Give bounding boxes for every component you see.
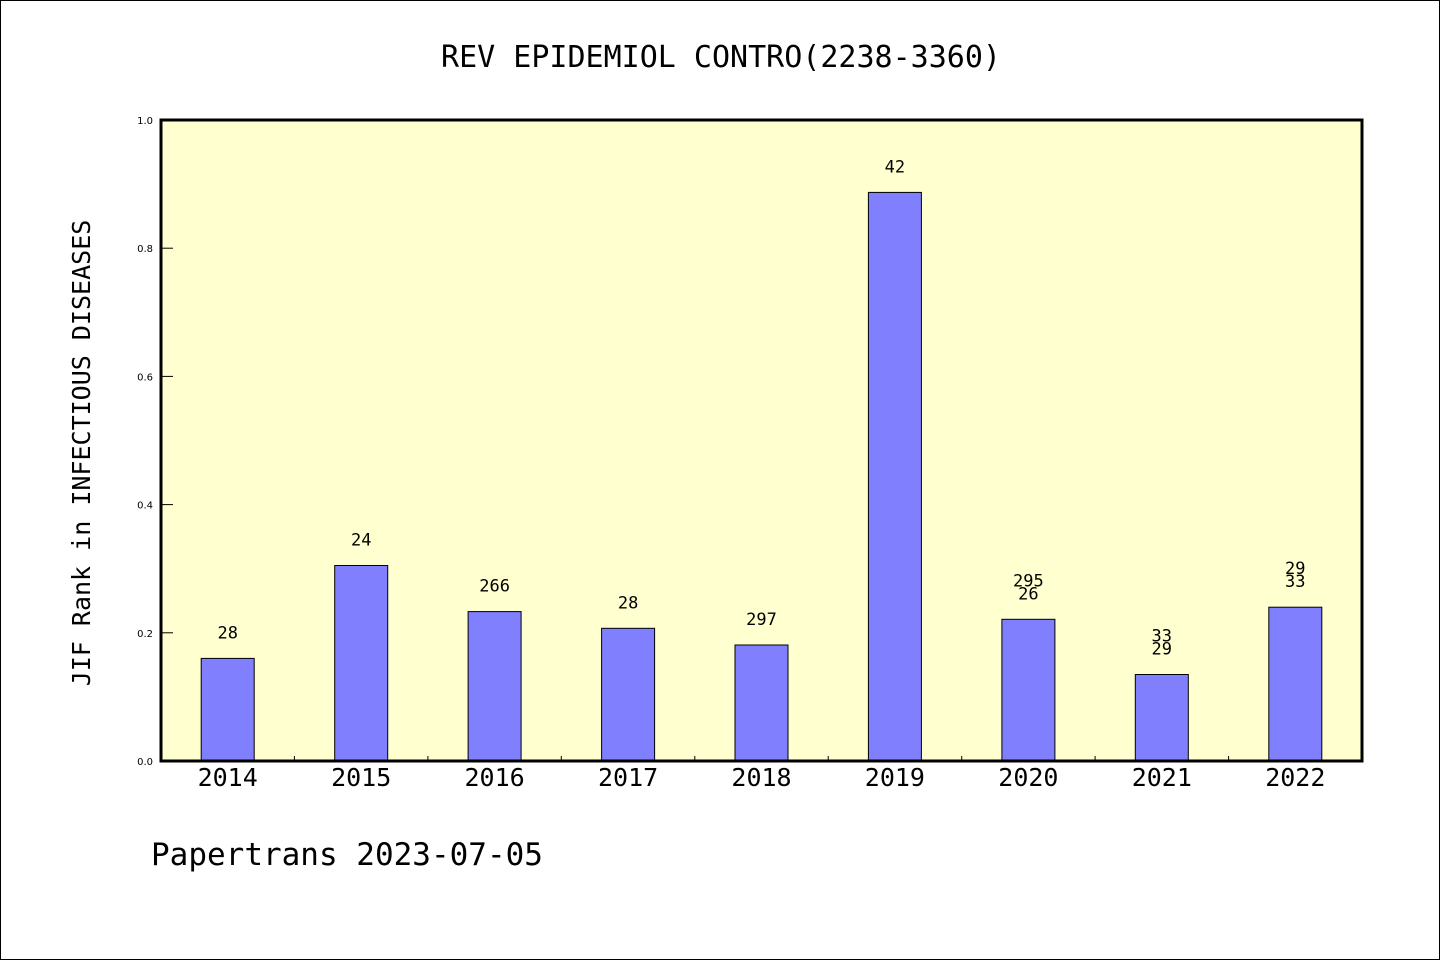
- x-tick-label-2015: 2015: [331, 763, 391, 792]
- bar-2020: [1001, 618, 1056, 762]
- x-tick-label-2017: 2017: [598, 763, 658, 792]
- bar-2017: [601, 627, 656, 762]
- y-tick-label-1.0: 1.0: [137, 116, 153, 127]
- bar-2018: [734, 644, 789, 762]
- bars-group: [200, 191, 1323, 762]
- bar-2014: [200, 657, 255, 762]
- plot-frame: [159, 118, 1364, 763]
- bar-label-2017: 28: [618, 593, 638, 613]
- y-tick-label-0.0: 0.0: [137, 757, 153, 768]
- bar-label-2020-1: 295: [1013, 571, 1044, 591]
- bar-label-2021-2: 29: [1152, 640, 1172, 660]
- y-tick-label-0.8: 0.8: [137, 244, 153, 255]
- bar-label-2016: 266: [479, 577, 510, 597]
- bar-label-2021-1: 33: [1152, 627, 1172, 647]
- bar-label-2015: 24: [351, 531, 371, 551]
- bar-2015: [334, 565, 389, 762]
- x-axis-ticks: 2014 2015 2016 2017 2018 2019 2020 2021 2022: [198, 756, 1325, 792]
- bar-2016: [467, 611, 522, 762]
- bar-label-2022-2: 33: [1285, 572, 1305, 592]
- bar-label-2022-1: 29: [1285, 559, 1305, 579]
- x-tick-label-2022: 2022: [1265, 763, 1325, 792]
- chart-title: REV EPIDEMIOL CONTRO(2238-3360): [441, 40, 1001, 75]
- x-tick-label-2016: 2016: [464, 763, 524, 792]
- x-tick-label-2019: 2019: [865, 763, 925, 792]
- bar-2021: [1134, 674, 1189, 762]
- y-tick-label-0.6: 0.6: [137, 372, 153, 383]
- x-tick-label-2021: 2021: [1132, 763, 1192, 792]
- bar-label-2018: 297: [746, 610, 777, 630]
- y-tick-label-0.4: 0.4: [137, 501, 153, 512]
- footer-text: Papertrans 2023-07-05: [151, 837, 543, 873]
- bar-label-2020-2: 26: [1018, 584, 1038, 604]
- bar-2019: [867, 191, 922, 762]
- x-tick-label-2020: 2020: [998, 763, 1058, 792]
- y-axis-ticks: 0.0 0.2 0.4 0.6 0.8 1.0: [137, 116, 173, 768]
- bar-label-2014: 28: [217, 623, 237, 643]
- y-tick-label-0.2: 0.2: [137, 629, 153, 640]
- bar-label-2019: 42: [885, 157, 905, 177]
- y-axis-label: JIF Rank in INFECTIOUS DISEASES: [67, 220, 96, 687]
- x-tick-label-2014: 2014: [198, 763, 258, 792]
- bar-2022: [1268, 606, 1323, 762]
- x-tick-label-2018: 2018: [731, 763, 791, 792]
